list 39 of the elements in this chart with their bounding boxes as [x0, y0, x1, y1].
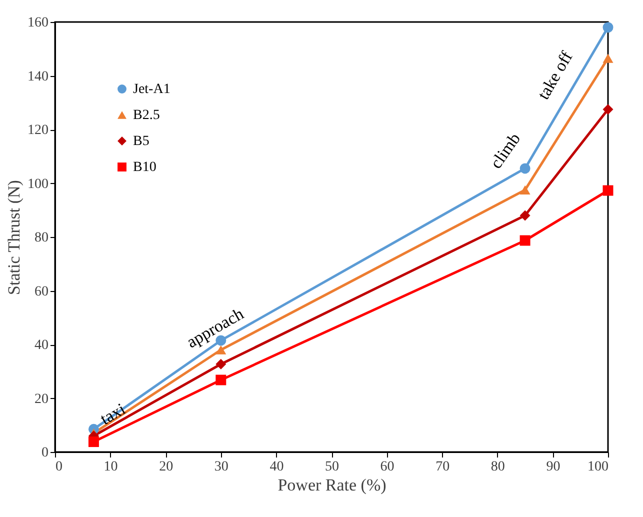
x-tick-label: 90	[546, 460, 560, 474]
y-axis-title: Static Thrust (N)	[4, 180, 24, 295]
x-tick-label: 100	[588, 460, 608, 474]
point	[520, 163, 530, 174]
legend-label: B2.5	[133, 108, 160, 123]
y-tick-label: 160	[28, 16, 48, 30]
point	[602, 104, 614, 115]
y-tick-label: 0	[42, 446, 48, 460]
x-tick-label: 60	[380, 460, 394, 474]
point	[520, 210, 530, 221]
x-tick-label: 70	[436, 460, 450, 474]
x-axis-title: Power Rate (%)	[278, 476, 386, 494]
x-tick-label: 10	[104, 460, 118, 474]
point	[602, 185, 614, 196]
point	[602, 54, 614, 63]
y-tick-label: 40	[34, 338, 48, 353]
legend-label: B10	[133, 160, 156, 175]
point	[602, 22, 614, 33]
y-tick-label: 100	[28, 176, 48, 192]
point	[216, 358, 226, 370]
x-tick-label: 0	[56, 460, 62, 474]
y-tick-label: 120	[28, 123, 48, 138]
legend-label: Jet-A1	[133, 82, 170, 97]
point	[216, 374, 226, 386]
point	[520, 185, 530, 195]
annotation: take off	[534, 48, 576, 103]
x-tick-label: 80	[490, 460, 505, 474]
x-tick-label: 50	[325, 460, 339, 474]
point	[88, 436, 99, 448]
x-tick-label: 30	[214, 460, 228, 474]
y-tick-label: 20	[34, 392, 48, 407]
y-tick-label: 140	[28, 69, 48, 84]
x-tick-label: 40	[270, 460, 284, 474]
x-tick-label: 20	[159, 460, 174, 474]
legend-label: B5	[133, 134, 150, 149]
point	[520, 235, 530, 246]
y-tick-label: 60	[34, 284, 48, 300]
y-tick-label: 80	[34, 230, 48, 246]
annotation: taxi	[97, 399, 129, 429]
